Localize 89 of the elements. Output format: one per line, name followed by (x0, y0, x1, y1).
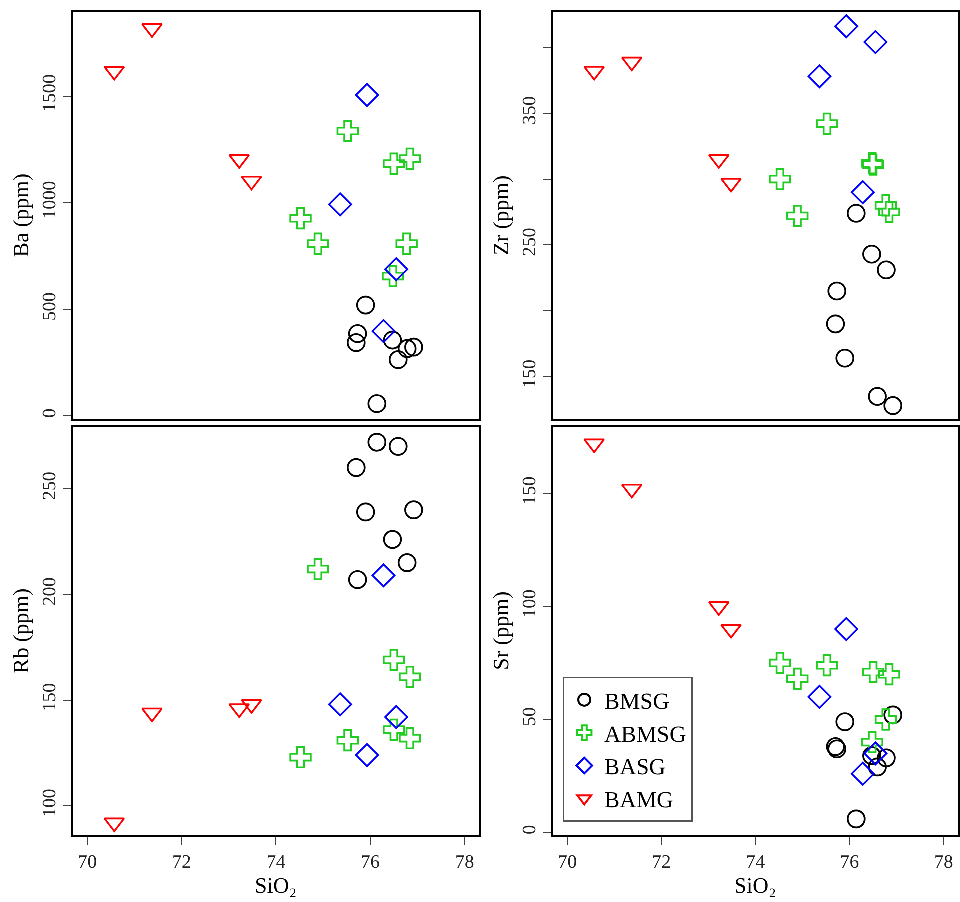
legend-label: BASG (604, 754, 666, 780)
point (372, 319, 396, 344)
legend-label: ABMSG (604, 722, 686, 747)
point (307, 558, 330, 580)
point (404, 338, 424, 357)
point (355, 743, 380, 768)
y-tick-label: 250 (519, 228, 540, 257)
point (828, 282, 847, 301)
point (388, 350, 408, 370)
x-tick-label: 74 (746, 852, 766, 873)
y-axis-title: Rb (ppm) (8, 588, 34, 674)
point (383, 152, 406, 175)
point (404, 500, 424, 520)
y-tick-label: 50 (519, 707, 540, 726)
point (884, 396, 902, 416)
point (336, 729, 360, 752)
y-tick-label: 1000 (39, 181, 60, 220)
legend-label: BMSG (604, 688, 670, 714)
y-tick-label: 200 (39, 578, 60, 606)
y-tick-label: 150 (519, 476, 540, 506)
y-axis-title: Ba (ppm) (8, 174, 34, 258)
point (864, 30, 888, 54)
y-tick-label: 0 (39, 408, 60, 418)
point (816, 112, 838, 136)
point (388, 437, 408, 456)
point (834, 14, 858, 38)
point (398, 554, 417, 572)
point (878, 201, 900, 224)
x-tick-label: 70 (558, 852, 578, 873)
y-axis-title: Sr (ppm) (488, 592, 514, 670)
x-axis-title: SiO₂ (734, 872, 776, 898)
legend-label: BAMG (604, 788, 674, 813)
x-tick-label: 78 (455, 852, 474, 873)
y-tick-label: 100 (39, 788, 60, 818)
point (836, 349, 855, 368)
point (336, 120, 360, 142)
y-tick-label: 150 (39, 683, 60, 712)
y-tick-label: 350 (519, 96, 540, 125)
point (328, 692, 352, 717)
point (368, 433, 387, 452)
point (328, 192, 352, 217)
point (356, 296, 376, 315)
point (862, 244, 882, 264)
x-tick-label: 72 (172, 852, 192, 873)
point (786, 205, 809, 228)
point (399, 666, 422, 688)
y-tick-label: 0 (519, 825, 540, 835)
point (307, 232, 330, 255)
y-tick-label: 150 (519, 360, 540, 388)
y-tick-label: 250 (39, 472, 60, 500)
point (347, 333, 366, 352)
point (383, 530, 402, 550)
point (382, 265, 404, 288)
point (384, 258, 408, 282)
x-tick-label: 78 (934, 852, 954, 873)
x-tick-label: 76 (361, 852, 380, 873)
point (356, 502, 376, 522)
y-tick-label: 100 (519, 590, 540, 618)
point (877, 260, 896, 280)
y-tick-label: 500 (39, 292, 60, 321)
point (808, 64, 832, 88)
point (384, 705, 408, 730)
point (347, 458, 366, 478)
point (399, 727, 422, 750)
point (396, 232, 418, 255)
point (826, 314, 846, 334)
point (769, 168, 792, 190)
point (290, 207, 312, 230)
x-tick-label: 74 (266, 852, 286, 873)
y-axis-title: Zr (ppm) (488, 175, 514, 256)
point (874, 194, 898, 217)
point (868, 387, 887, 406)
x-tick-label: 70 (78, 852, 98, 873)
x-axis-title: SiO₂ (255, 872, 297, 898)
point (383, 649, 406, 672)
point (372, 564, 396, 588)
point (847, 204, 866, 223)
point (348, 324, 368, 344)
point (355, 83, 380, 108)
point (290, 746, 312, 769)
x-tick-label: 76 (840, 852, 860, 873)
y-tick-label: 1500 (39, 74, 60, 112)
point (398, 339, 417, 358)
point (348, 570, 368, 590)
x-tick-label: 72 (652, 852, 672, 873)
point (368, 394, 387, 414)
point (383, 718, 406, 742)
point (399, 148, 422, 170)
point (851, 180, 875, 204)
